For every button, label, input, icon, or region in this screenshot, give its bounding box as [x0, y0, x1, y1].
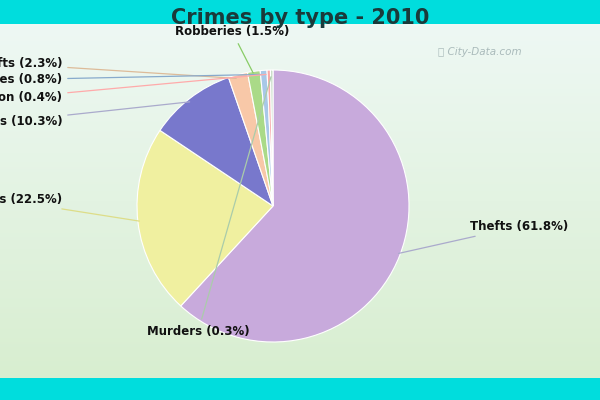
Wedge shape [271, 70, 273, 206]
Wedge shape [137, 130, 273, 306]
Wedge shape [181, 70, 409, 342]
Wedge shape [229, 72, 273, 206]
Text: Crimes by type - 2010: Crimes by type - 2010 [171, 8, 429, 28]
Wedge shape [260, 70, 273, 206]
Text: Murders (0.3%): Murders (0.3%) [147, 77, 271, 338]
Text: Burglaries (22.5%): Burglaries (22.5%) [0, 193, 139, 221]
Text: Arson (0.4%): Arson (0.4%) [0, 74, 266, 104]
Text: Assaults (10.3%): Assaults (10.3%) [0, 102, 190, 128]
Text: Auto thefts (2.3%): Auto thefts (2.3%) [0, 57, 236, 78]
Text: ⓘ City-Data.com: ⓘ City-Data.com [438, 47, 522, 57]
Text: Thefts (61.8%): Thefts (61.8%) [398, 220, 568, 254]
Text: Rapes (0.8%): Rapes (0.8%) [0, 73, 261, 86]
Wedge shape [267, 70, 273, 206]
Text: Robberies (1.5%): Robberies (1.5%) [175, 26, 289, 73]
Wedge shape [247, 71, 273, 206]
Wedge shape [160, 78, 273, 206]
